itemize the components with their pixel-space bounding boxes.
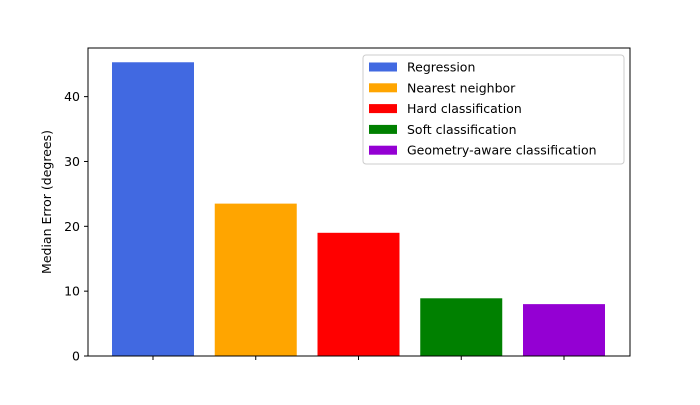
legend-label: Soft classification bbox=[407, 122, 517, 137]
legend-swatch bbox=[369, 104, 397, 114]
legend-label: Hard classification bbox=[407, 101, 522, 116]
axes: 0 10 20 30 40 bbox=[64, 47, 631, 364]
legend-swatch bbox=[369, 62, 397, 72]
y-tick-label: 30 bbox=[64, 154, 80, 169]
legend-swatch bbox=[369, 145, 397, 155]
legend-swatch bbox=[369, 124, 397, 134]
y-axis-title: Median Error (degrees) bbox=[39, 130, 54, 274]
y-tick-label: 20 bbox=[64, 219, 80, 234]
bar-0 bbox=[112, 62, 194, 357]
bar-2 bbox=[317, 232, 400, 356]
bar-4 bbox=[523, 304, 605, 356]
bars bbox=[112, 62, 605, 357]
legend-label: Regression bbox=[407, 60, 475, 75]
y-tick-label: 0 bbox=[72, 349, 80, 364]
legend-swatch bbox=[369, 83, 397, 93]
legend-box bbox=[362, 54, 625, 165]
y-tick-label: 40 bbox=[64, 89, 80, 104]
y-tick-label: 10 bbox=[64, 284, 80, 299]
bar-1 bbox=[214, 203, 297, 356]
legend-label: Geometry-aware classification bbox=[407, 143, 597, 158]
legend: Regression Nearest neighbor Hard classific… bbox=[362, 54, 625, 165]
legend-label: Nearest neighbor bbox=[407, 80, 516, 95]
bar-3 bbox=[420, 298, 503, 356]
